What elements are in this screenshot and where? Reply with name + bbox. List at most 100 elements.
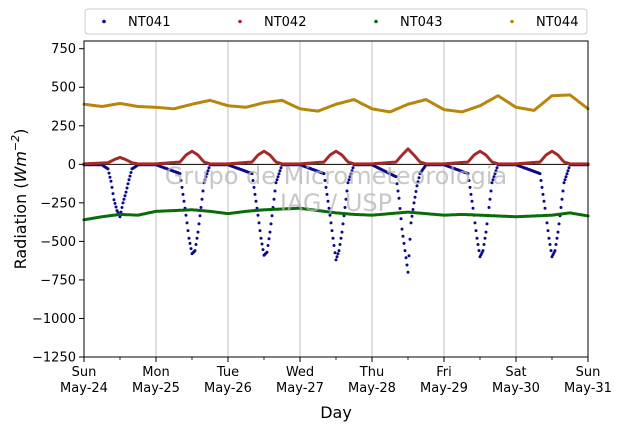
- x-tick-label-day: Tue: [216, 365, 239, 380]
- data-point: [416, 180, 420, 184]
- data-point: [327, 206, 331, 210]
- x-tick-label-day: Mon: [142, 365, 169, 380]
- y-tick-label: 0: [68, 158, 76, 173]
- data-point: [469, 192, 473, 196]
- data-point: [197, 222, 201, 226]
- data-point: [322, 172, 326, 176]
- data-point: [554, 243, 558, 246]
- x-tick-label-date: May-31: [564, 381, 612, 396]
- data-point: [273, 189, 277, 193]
- data-point: [254, 199, 258, 203]
- y-tick-label: 250: [51, 119, 76, 134]
- data-point: [251, 179, 255, 182]
- data-point: [562, 181, 566, 185]
- data-point: [566, 169, 570, 173]
- legend-label: NT042: [264, 15, 306, 30]
- y-tick-label: −250: [40, 196, 76, 211]
- legend-marker: [238, 19, 242, 24]
- x-tick-label-day: Sat: [505, 365, 526, 380]
- data-point: [324, 185, 328, 189]
- x-tick-label-day: Thu: [359, 365, 384, 380]
- data-point: [199, 206, 203, 209]
- data-point: [333, 251, 337, 255]
- legend-item-nt043: NT043: [374, 15, 442, 30]
- data-point: [123, 194, 127, 198]
- legend-label: NT044: [536, 15, 578, 30]
- x-axis-ticks: SunMay-24MonMay-25TueMay-26WedMay-27ThuM…: [60, 357, 612, 396]
- data-point: [408, 237, 412, 241]
- data-point: [326, 199, 330, 203]
- data-point: [467, 179, 471, 182]
- watermark: Grupo de Micrometeorologia IAG / USP: [165, 162, 507, 217]
- data-point: [119, 210, 123, 214]
- data-point: [347, 178, 351, 182]
- data-point: [108, 175, 112, 179]
- data-point: [340, 230, 344, 234]
- data-point: [265, 250, 269, 254]
- y-tick-label: 500: [51, 81, 76, 96]
- legend-box: [84, 8, 588, 35]
- legend-marker: [102, 19, 106, 24]
- data-point: [561, 189, 565, 193]
- data-point: [555, 236, 559, 240]
- x-tick-label-date: May-24: [60, 381, 108, 396]
- x-axis-title: Day: [320, 403, 352, 422]
- y-tick-label: −1000: [32, 312, 76, 327]
- data-point: [331, 236, 335, 240]
- data-point: [409, 221, 413, 225]
- data-point: [415, 184, 419, 188]
- data-point: [252, 185, 256, 189]
- x-tick-label-day: Sun: [576, 365, 601, 380]
- data-point: [267, 237, 271, 241]
- legend-label: NT043: [400, 15, 442, 30]
- y-tick-label: −500: [40, 235, 76, 250]
- data-point: [542, 199, 546, 203]
- data-point: [339, 236, 343, 240]
- data-point: [491, 178, 495, 182]
- y-axis-ticks: 750 500 250 0 −250 −500 −750 −1000 −1250: [32, 42, 84, 366]
- data-point: [564, 175, 568, 179]
- data-point: [323, 179, 327, 182]
- data-point: [547, 236, 551, 240]
- data-point: [483, 236, 487, 240]
- y-tick-label: 750: [51, 42, 76, 57]
- data-point: [206, 169, 210, 173]
- x-tick-label-day: Sun: [72, 365, 97, 380]
- data-point: [257, 221, 261, 225]
- series-nt043: [82, 206, 590, 222]
- data-point: [553, 249, 557, 253]
- data-point: [477, 249, 481, 253]
- data-point: [349, 172, 353, 176]
- data-point: [405, 263, 409, 267]
- data-point: [114, 205, 118, 209]
- data-point: [268, 230, 272, 234]
- data-point: [261, 248, 265, 252]
- data-point: [182, 199, 186, 203]
- data-point: [189, 247, 193, 251]
- data-point: [343, 206, 347, 209]
- data-point: [201, 189, 205, 193]
- data-point: [260, 242, 264, 246]
- data-point: [539, 179, 543, 182]
- data-point: [490, 181, 494, 185]
- data-point: [179, 179, 183, 182]
- y-axis-title-unit: Wm: [11, 151, 30, 182]
- y-tick-label: −750: [40, 273, 76, 288]
- data-point: [128, 174, 132, 178]
- x-tick-label-day: Fri: [436, 365, 452, 380]
- y-axis-title-exp: −2: [9, 135, 22, 151]
- data-point: [557, 222, 561, 226]
- data-point: [110, 185, 114, 189]
- data-point: [549, 249, 553, 253]
- data-point: [250, 172, 254, 176]
- data-point: [470, 199, 474, 203]
- data-point: [540, 185, 544, 189]
- legend-marker: [374, 19, 378, 24]
- legend-item-nt042: NT042: [238, 15, 306, 30]
- data-point: [404, 256, 408, 260]
- x-tick-label-date: May-27: [276, 381, 324, 396]
- data-point: [403, 249, 407, 253]
- data-point: [277, 172, 281, 176]
- data-point: [541, 192, 545, 196]
- data-point: [476, 243, 480, 246]
